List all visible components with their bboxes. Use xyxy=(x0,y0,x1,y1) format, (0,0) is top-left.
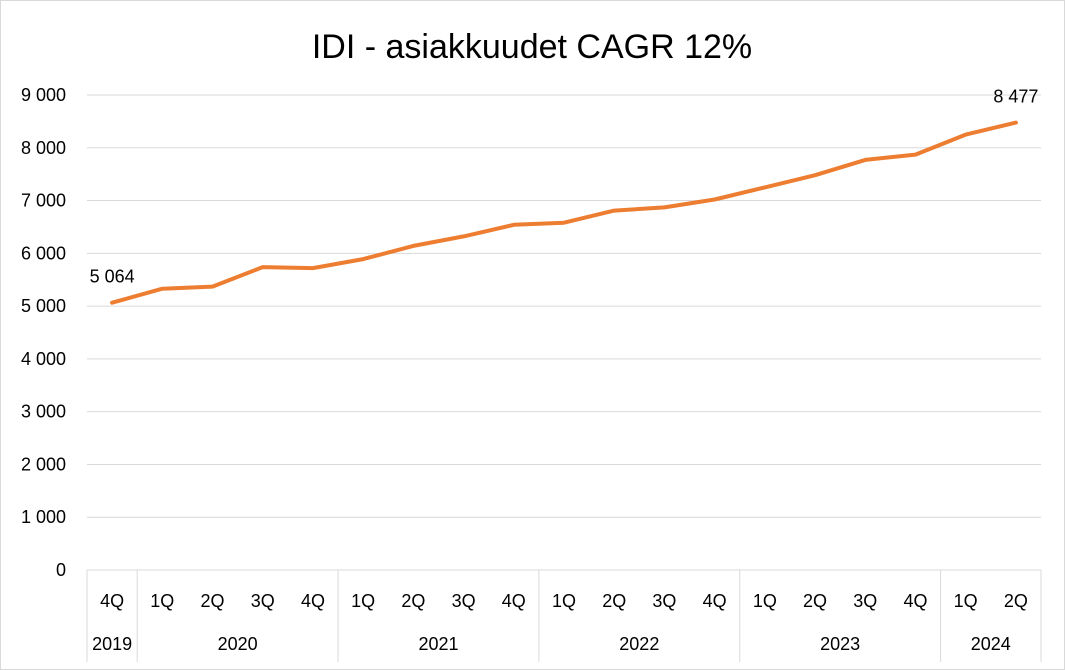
x-tick-label-quarter: 4Q xyxy=(703,591,727,611)
x-tick-label-year: 2020 xyxy=(218,634,258,654)
x-tick-label-year: 2021 xyxy=(418,634,458,654)
x-tick-label-quarter: 3Q xyxy=(251,591,275,611)
x-tick-label-year: 2023 xyxy=(820,634,860,654)
x-tick-label-year: 2024 xyxy=(971,634,1011,654)
y-tick-label: 4 000 xyxy=(21,349,66,369)
x-tick-label-year: 2022 xyxy=(619,634,659,654)
x-tick-label-quarter: 1Q xyxy=(150,591,174,611)
data-label: 8 477 xyxy=(993,87,1038,107)
y-tick-label: 9 000 xyxy=(21,85,66,105)
x-tick-label-quarter: 1Q xyxy=(753,591,777,611)
x-tick-label-quarter: 1Q xyxy=(552,591,576,611)
y-tick-label: 8 000 xyxy=(21,138,66,158)
data-label: 5 064 xyxy=(90,267,135,287)
y-tick-label: 5 000 xyxy=(21,296,66,316)
y-tick-label: 0 xyxy=(56,560,66,580)
y-tick-label: 6 000 xyxy=(21,243,66,263)
x-tick-label-quarter: 3Q xyxy=(853,591,877,611)
y-tick-label: 3 000 xyxy=(21,402,66,422)
x-tick-label-year: 2019 xyxy=(92,634,132,654)
x-tick-label-quarter: 2Q xyxy=(1004,591,1028,611)
x-tick-label-quarter: 4Q xyxy=(100,591,124,611)
x-tick-label-quarter: 2Q xyxy=(201,591,225,611)
x-tick-label-quarter: 2Q xyxy=(401,591,425,611)
x-tick-label-quarter: 3Q xyxy=(652,591,676,611)
x-tick-label-quarter: 1Q xyxy=(954,591,978,611)
x-tick-label-quarter: 1Q xyxy=(351,591,375,611)
x-tick-label-quarter: 4Q xyxy=(502,591,526,611)
chart-title: IDI - asiakkuudet CAGR 12% xyxy=(312,28,752,66)
series-line xyxy=(110,120,1018,305)
x-tick-label-quarter: 4Q xyxy=(301,591,325,611)
x-tick-label-quarter: 2Q xyxy=(803,591,827,611)
x-tick-label-quarter: 2Q xyxy=(602,591,626,611)
x-tick-label-quarter: 3Q xyxy=(452,591,476,611)
y-tick-label: 1 000 xyxy=(21,507,66,527)
y-tick-label: 7 000 xyxy=(21,191,66,211)
x-tick-label-quarter: 4Q xyxy=(903,591,927,611)
y-tick-label: 2 000 xyxy=(21,454,66,474)
